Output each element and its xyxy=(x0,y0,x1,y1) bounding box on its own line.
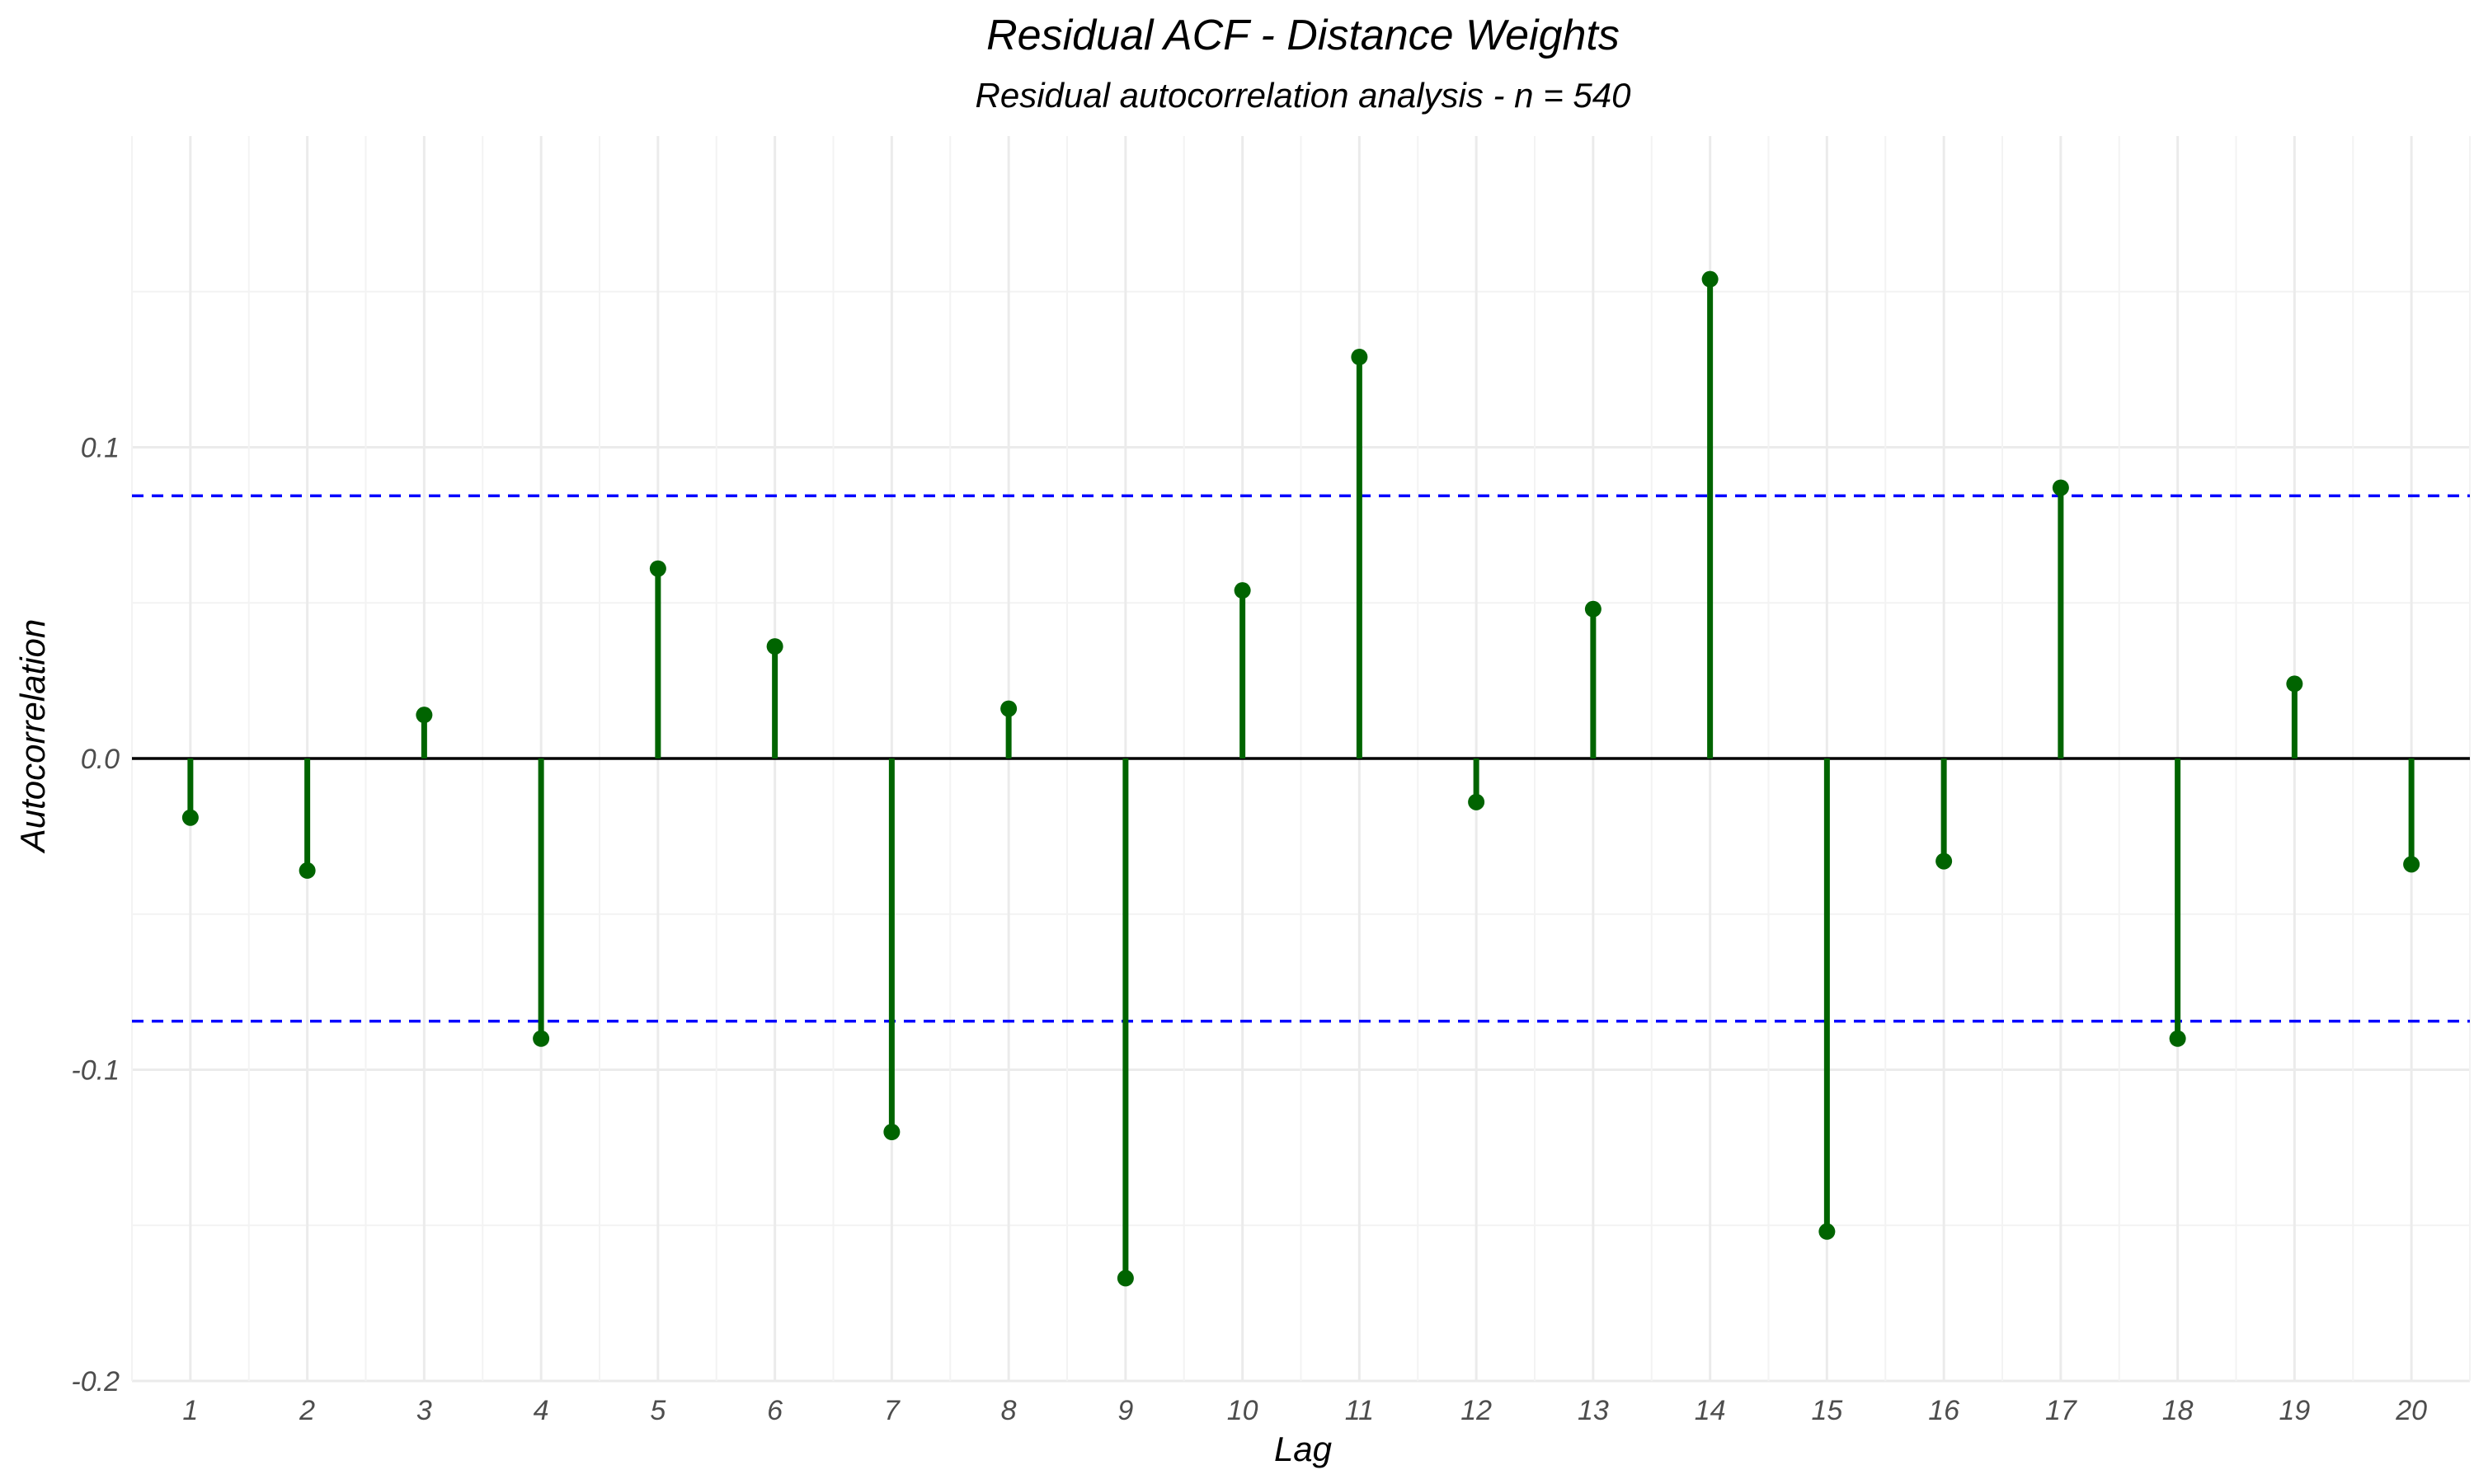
x-tick-label: 3 xyxy=(416,1395,432,1426)
acf-point-lag-11 xyxy=(1351,349,1368,366)
x-tick-label: 8 xyxy=(1001,1395,1017,1426)
acf-point-lag-14 xyxy=(1701,270,1719,288)
acf-point-lag-7 xyxy=(883,1124,901,1140)
acf-point-lag-17 xyxy=(2052,479,2069,496)
acf-point-lag-19 xyxy=(2286,675,2303,693)
x-tick-label: 6 xyxy=(767,1395,783,1426)
acf-point-lag-16 xyxy=(1935,852,1953,870)
x-tick-label: 13 xyxy=(1578,1395,1609,1426)
acf-point-lag-20 xyxy=(2403,856,2420,873)
acf-point-lag-4 xyxy=(533,1030,550,1047)
confidence-bounds xyxy=(132,494,2470,1023)
y-tick-label: -0.1 xyxy=(71,1055,120,1087)
acf-point-lag-2 xyxy=(299,862,316,879)
x-axis-title: Lag xyxy=(1274,1430,1332,1468)
acf-stems xyxy=(181,270,2420,1287)
x-tick-label: 19 xyxy=(2279,1395,2310,1426)
chart-subtitle: Residual autocorrelation analysis - n = … xyxy=(976,76,1632,115)
x-axis-ticks: 1 2 3 4 5 6 7 8 9 10 11 12 13 14 15 16 17 18 19 20 xyxy=(182,1395,2427,1426)
acf-point-lag-15 xyxy=(1818,1223,1836,1240)
chart-title: Residual ACF - Distance Weights xyxy=(986,12,1620,59)
x-tick-label: 17 xyxy=(2045,1395,2077,1426)
x-tick-label: 16 xyxy=(1928,1395,1959,1426)
y-tick-label: -0.2 xyxy=(71,1366,120,1397)
acf-point-lag-1 xyxy=(181,809,199,826)
x-tick-label: 4 xyxy=(534,1395,549,1426)
x-tick-label: 14 xyxy=(1695,1395,1726,1426)
y-axis-title: Autocorrelation xyxy=(13,619,52,855)
x-tick-label: 1 xyxy=(182,1395,198,1426)
y-axis-ticks: -0.2 -0.1 0.0 0.1 xyxy=(71,433,120,1398)
x-tick-label: 2 xyxy=(299,1395,315,1426)
x-tick-label: 7 xyxy=(884,1395,901,1426)
acf-point-lag-12 xyxy=(1468,793,1485,810)
acf-point-lag-5 xyxy=(649,560,666,577)
y-tick-label: 0.0 xyxy=(81,744,120,775)
x-tick-label: 11 xyxy=(1345,1395,1374,1426)
acf-point-lag-9 xyxy=(1117,1270,1134,1287)
acf-point-lag-8 xyxy=(1000,700,1018,717)
x-tick-label: 18 xyxy=(2162,1395,2194,1426)
acf-point-lag-6 xyxy=(766,638,783,655)
x-tick-label: 5 xyxy=(650,1395,666,1426)
acf-point-lag-3 xyxy=(416,707,433,724)
acf-point-lag-13 xyxy=(1584,600,1602,618)
x-tick-label: 9 xyxy=(1117,1395,1133,1426)
y-tick-label: 0.1 xyxy=(81,433,120,464)
x-tick-label: 12 xyxy=(1460,1395,1492,1426)
x-tick-label: 15 xyxy=(1811,1395,1842,1426)
acf-point-lag-10 xyxy=(1234,582,1251,599)
x-tick-label: 10 xyxy=(1227,1395,1258,1426)
acf-point-lag-18 xyxy=(2169,1030,2186,1047)
x-tick-label: 20 xyxy=(2395,1395,2427,1426)
